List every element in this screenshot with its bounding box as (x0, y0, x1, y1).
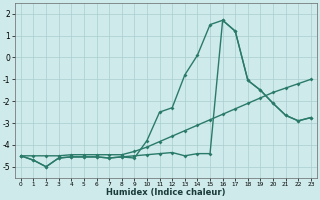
X-axis label: Humidex (Indice chaleur): Humidex (Indice chaleur) (106, 188, 226, 197)
